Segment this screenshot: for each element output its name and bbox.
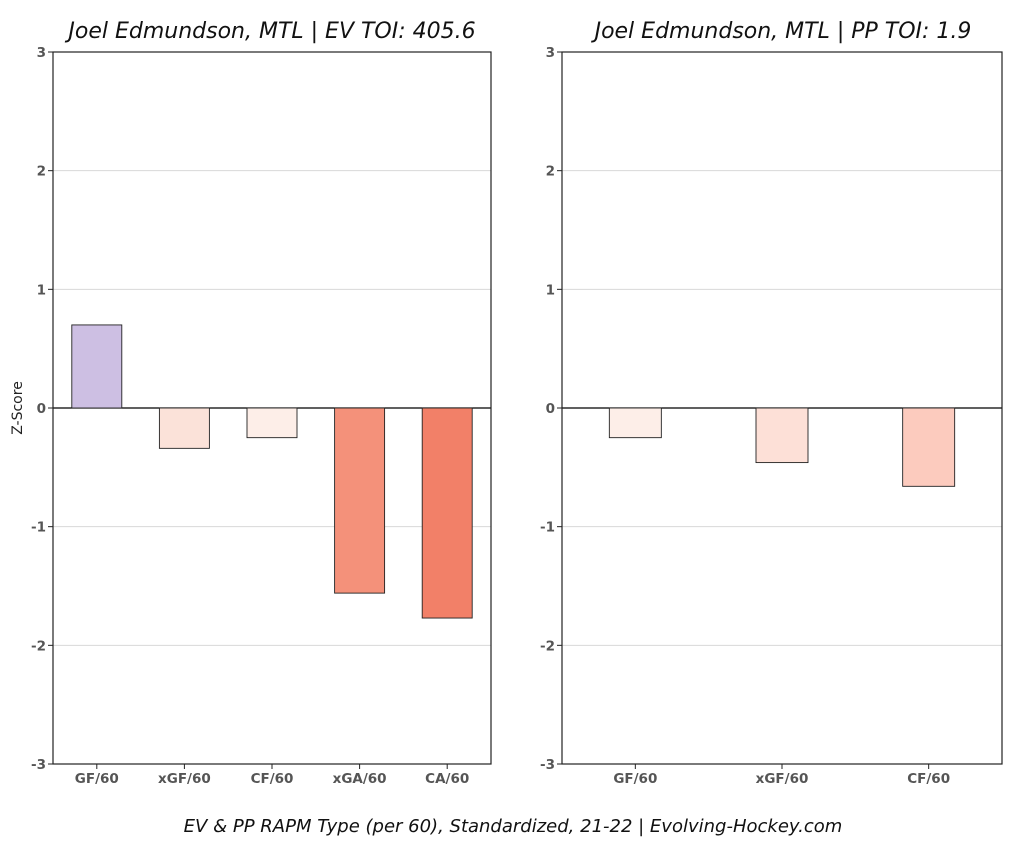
- figure-caption: EV & PP RAPM Type (per 60), Standardized…: [184, 816, 843, 837]
- ev-x-tick-label: xGA/60: [333, 771, 387, 787]
- ev-bar-xgf-60: [158, 407, 210, 449]
- ev-plot-frame: [52, 51, 492, 765]
- pp-plot-frame: [561, 51, 1003, 765]
- ev-bar-gf-60: [71, 324, 123, 409]
- ev-x-tick-label: GF/60: [75, 771, 119, 787]
- pp-bar-xgf-60: [755, 407, 809, 464]
- ev-x-tick-label: CF/60: [251, 771, 294, 787]
- ev-y-tick-label: 1: [37, 282, 46, 298]
- ev-bar-cf-60: [246, 407, 298, 439]
- pp-y-tick-label: 1: [546, 282, 555, 298]
- ev-bar-xga-60: [334, 407, 386, 594]
- pp-y-tick-label: -3: [540, 757, 555, 773]
- pp-bar-gf-60: [608, 407, 662, 439]
- pp-chart-panel: GF/60 xGF/60 CF/60 3 2 1 0 -1 -2 -3: [540, 45, 1003, 787]
- pp-y-tick-label: 3: [546, 45, 555, 61]
- pp-bar-cf-60: [902, 407, 956, 487]
- ev-y-tick-label: 2: [37, 164, 46, 180]
- y-axis-label: Z-Score: [10, 381, 26, 435]
- ev-y-tick-label: -3: [31, 757, 46, 773]
- pp-y-tick-label: -1: [540, 520, 555, 536]
- ev-x-tick-label: CA/60: [425, 771, 469, 787]
- ev-y-tick-label: -2: [31, 638, 46, 654]
- pp-y-tick-label: 2: [546, 164, 555, 180]
- pp-chart-title: Joel Edmundson, MTL | PP TOI: 1.9: [591, 19, 972, 44]
- ev-y-tick-label: 3: [37, 45, 46, 61]
- ev-y-tick-label: -1: [31, 520, 46, 536]
- ev-x-tick-label: xGF/60: [158, 771, 211, 787]
- pp-y-tick-label: -2: [540, 638, 555, 654]
- pp-x-tick-label: GF/60: [613, 771, 657, 787]
- ev-y-tick-label: 0: [37, 401, 46, 417]
- ev-chart-panel: GF/60 xGF/60 CF/60 xGA/60 CA/60 3 2 1 0 -1 -2 -3: [31, 45, 492, 787]
- pp-y-tick-label: 0: [546, 401, 555, 417]
- ev-chart-title: Joel Edmundson, MTL | EV TOI: 405.6: [64, 19, 475, 44]
- ev-bar-ca-60: [421, 407, 473, 619]
- pp-x-tick-label: CF/60: [907, 771, 950, 787]
- pp-x-tick-label: xGF/60: [756, 771, 809, 787]
